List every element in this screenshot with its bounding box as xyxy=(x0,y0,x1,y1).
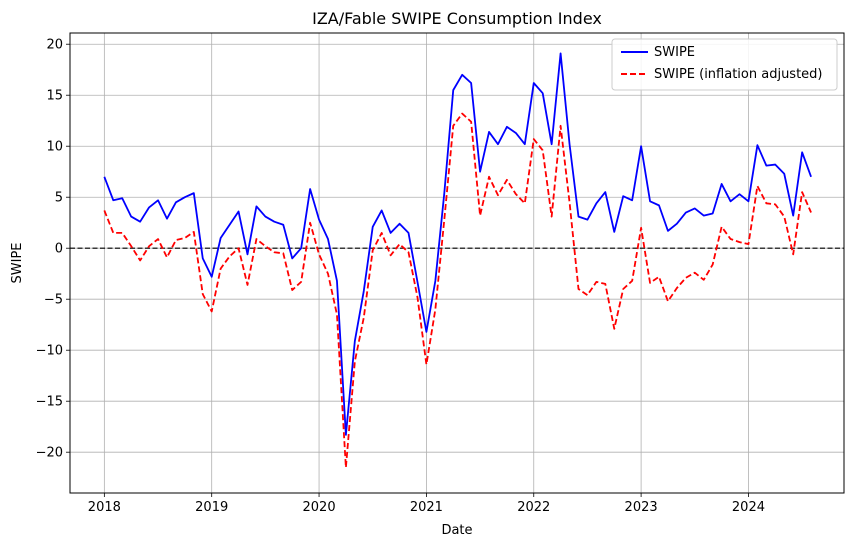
legend-box xyxy=(611,38,838,91)
grid xyxy=(70,33,844,493)
x-axis-title: Date xyxy=(441,523,472,538)
y-axis-title: SWIPE xyxy=(10,243,25,284)
y-tick-label: 10 xyxy=(46,140,63,155)
x-tick-label: 2019 xyxy=(195,500,228,515)
y-tick-label: 20 xyxy=(46,38,63,53)
legend-label-swipe-inflation-adjusted: SWIPE (inflation adjusted) xyxy=(654,67,823,82)
x-axis: 2018 2019 2020 2021 2022 2023 2024 xyxy=(88,493,765,515)
y-tick-label: −15 xyxy=(36,395,63,410)
x-tick-label: 2022 xyxy=(517,500,550,515)
x-tick-label: 2023 xyxy=(625,500,658,515)
series-layer xyxy=(103,52,812,469)
x-tick-label: 2024 xyxy=(732,500,765,515)
x-tick-label: 2018 xyxy=(88,500,121,515)
y-axis: −20 −15 −10 −5 0 5 10 15 20 xyxy=(36,38,70,461)
plot-area xyxy=(70,33,844,493)
legend-label-swipe: SWIPE xyxy=(654,45,695,60)
y-tick-label: 5 xyxy=(55,191,63,206)
plot-frame xyxy=(69,32,845,494)
y-tick-label: 0 xyxy=(55,242,63,257)
y-tick-label: −5 xyxy=(44,293,63,308)
y-tick-label: −10 xyxy=(36,344,63,359)
chart-title: IZA/Fable SWIPE Consumption Index xyxy=(312,9,602,28)
y-tick-label: −20 xyxy=(36,446,63,461)
series-line-swipe xyxy=(103,52,812,436)
x-tick-label: 2021 xyxy=(410,500,443,515)
y-tick-label: 15 xyxy=(46,89,63,104)
legend: SWIPE SWIPE (inflation adjusted) xyxy=(611,38,838,91)
x-tick-label: 2020 xyxy=(303,500,336,515)
series-line-swipe-inflation-adjusted xyxy=(103,112,812,469)
